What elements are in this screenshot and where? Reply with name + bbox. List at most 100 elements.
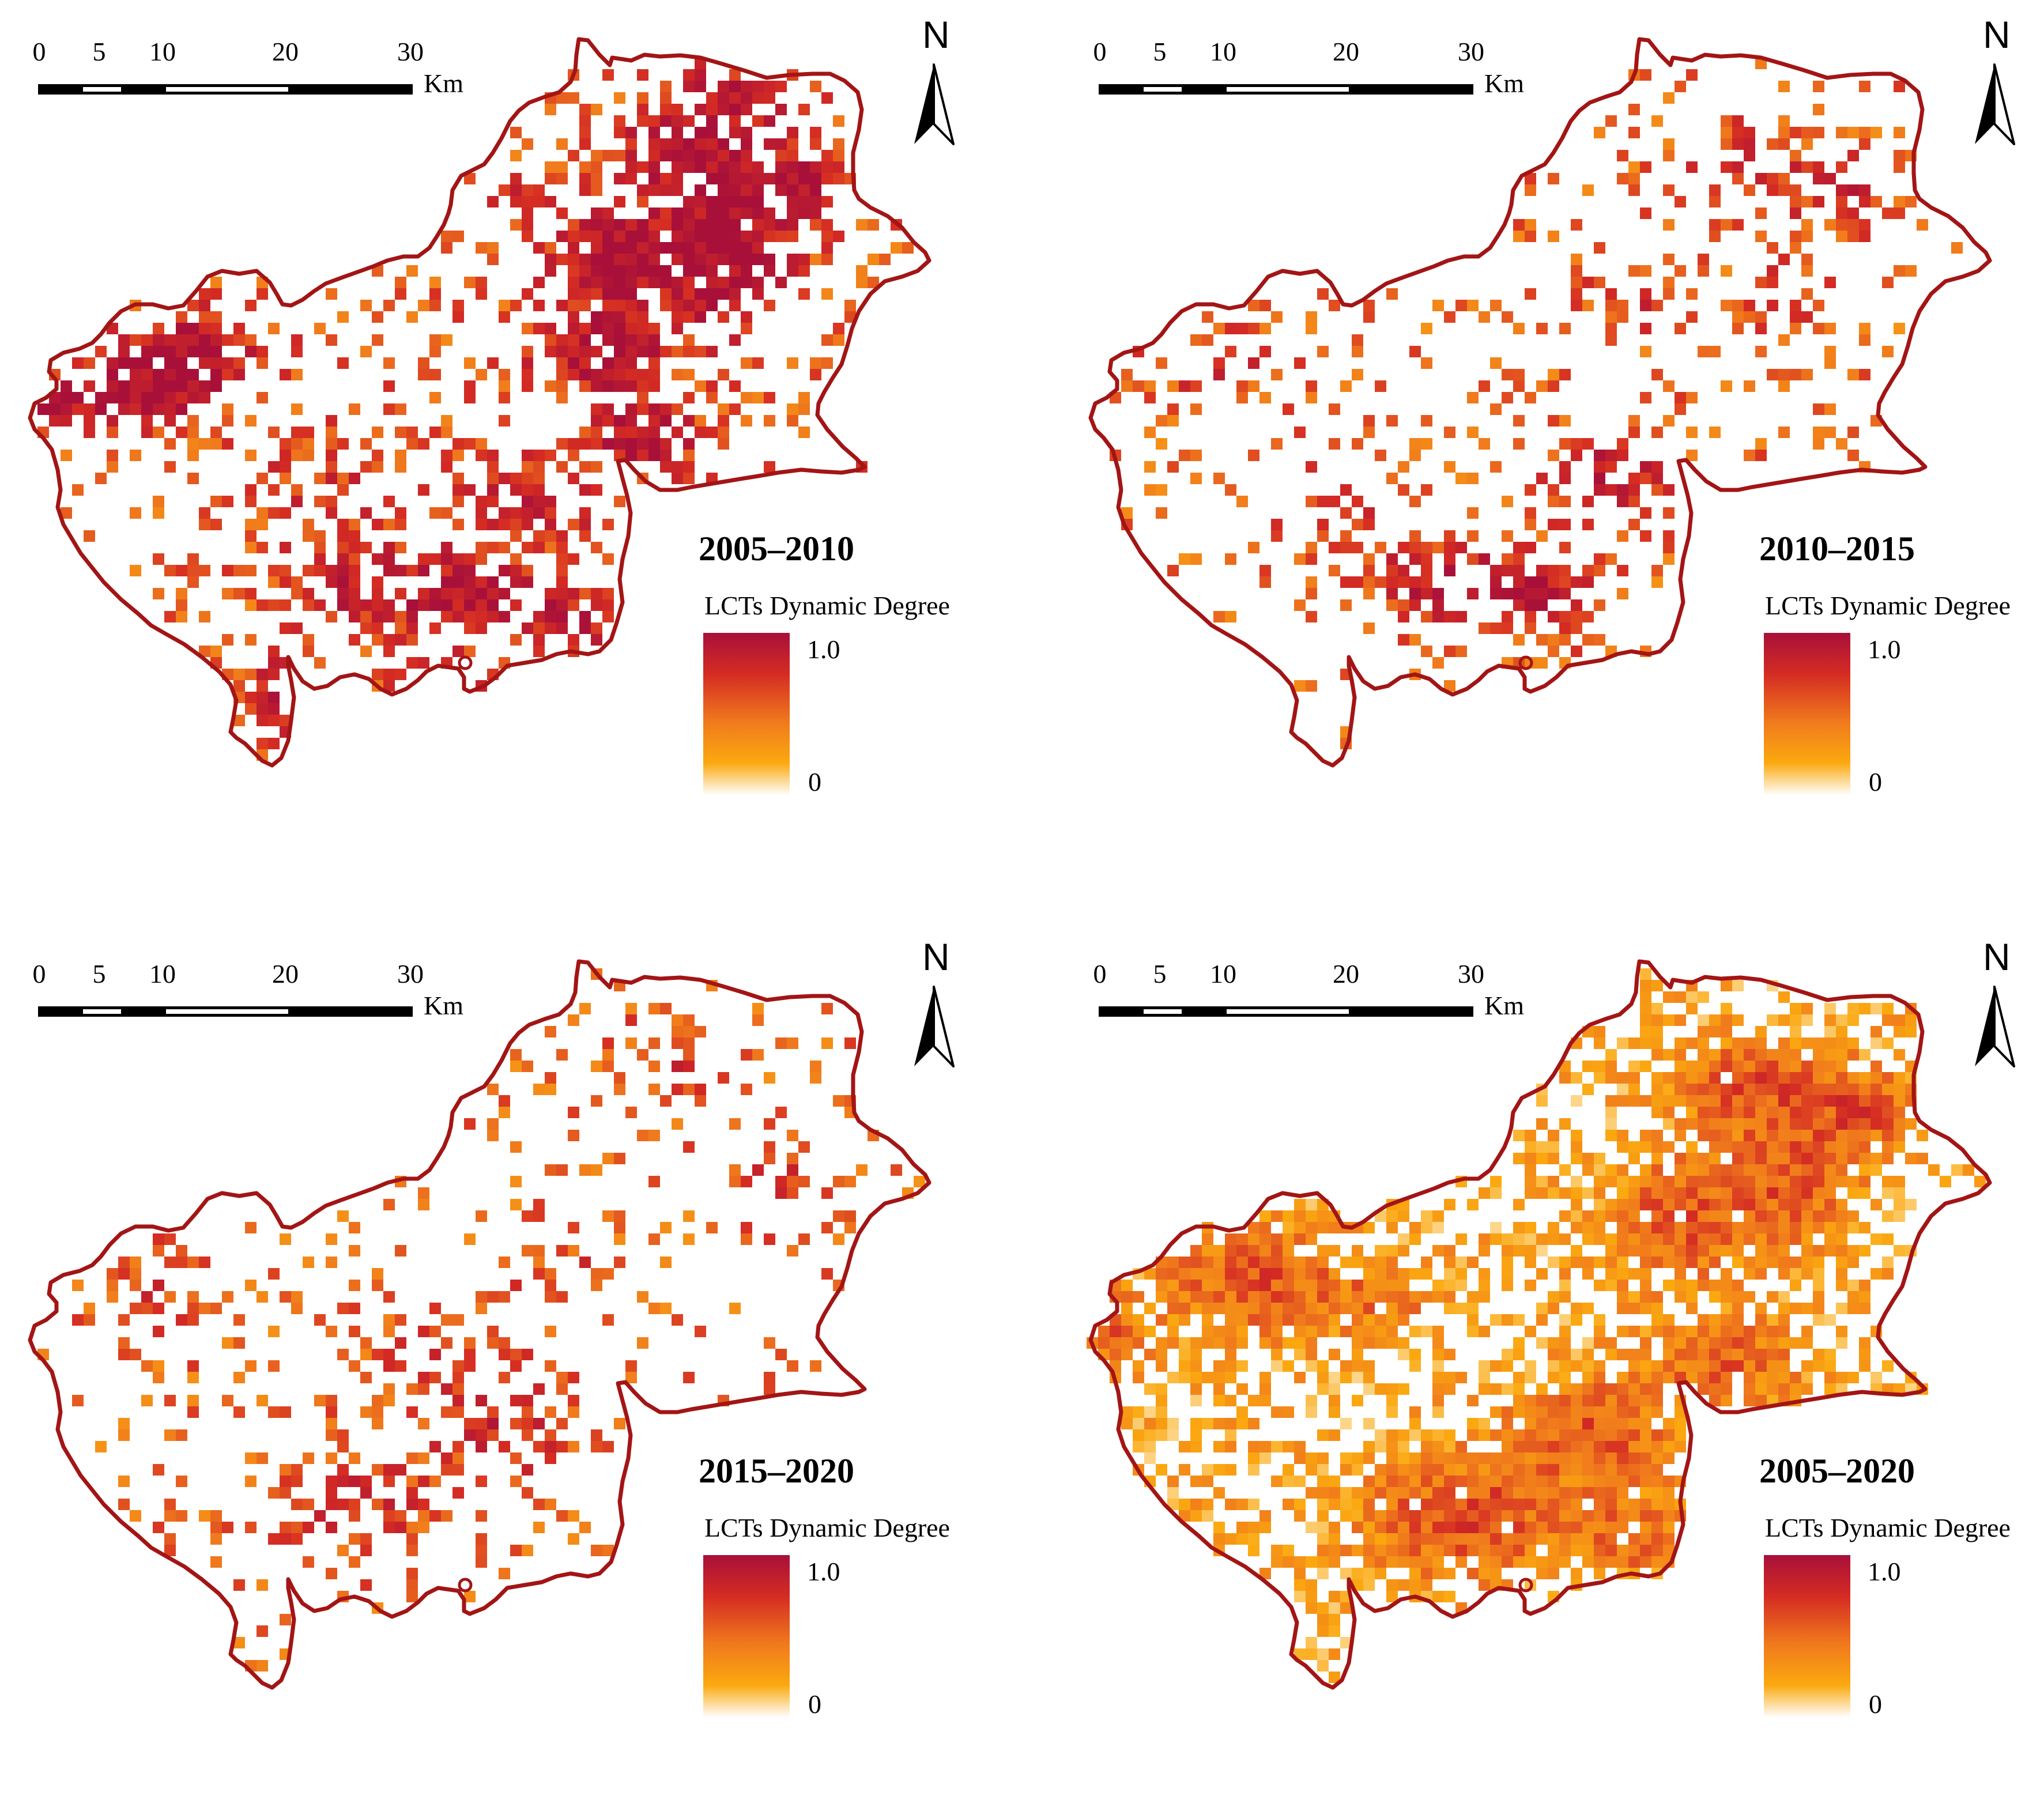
change-cell <box>1525 392 1536 403</box>
change-cell <box>660 346 672 357</box>
change-cell <box>1190 1257 1202 1268</box>
change-cell <box>1283 1303 1294 1314</box>
scale-tick-label: 10 <box>149 959 176 988</box>
change-cell <box>314 1395 326 1406</box>
change-cell <box>1559 1556 1571 1568</box>
change-cell <box>1778 1314 1790 1326</box>
change-cell <box>706 265 718 277</box>
boundary-islet <box>458 1578 473 1593</box>
change-cell <box>1571 1476 1582 1487</box>
change-cell <box>764 1141 775 1153</box>
change-cell <box>268 323 280 334</box>
change-cell <box>798 254 810 265</box>
change-cell <box>268 715 280 726</box>
change-cell <box>683 138 695 150</box>
change-cell <box>1605 1533 1617 1545</box>
change-cell <box>683 1141 695 1153</box>
change-cell <box>579 300 591 311</box>
change-cell <box>280 1406 291 1418</box>
change-cell <box>349 1245 360 1257</box>
change-cell <box>164 1429 176 1441</box>
change-cell <box>1582 576 1594 588</box>
change-cell <box>1628 1499 1640 1510</box>
change-cell <box>729 265 741 277</box>
change-cell <box>1548 1418 1559 1429</box>
change-cell <box>1317 1476 1329 1487</box>
change-cell <box>268 1406 280 1418</box>
change-cell <box>1617 173 1628 184</box>
change-cell <box>775 231 787 242</box>
change-cell <box>268 1360 280 1372</box>
change-cell <box>1386 1383 1398 1395</box>
change-cell <box>591 173 602 184</box>
change-cell <box>1859 1245 1870 1257</box>
change-cell <box>1732 1061 1744 1072</box>
change-cell <box>1571 450 1582 461</box>
change-cell <box>1847 1141 1859 1153</box>
change-cell <box>1824 1176 1836 1187</box>
change-cell <box>672 138 683 150</box>
change-cell <box>1594 1037 1605 1049</box>
change-cell <box>602 1210 614 1222</box>
change-cell <box>1698 1337 1709 1349</box>
change-cell <box>1306 1487 1317 1499</box>
change-cell <box>1398 1233 1409 1245</box>
change-cell <box>1190 1245 1202 1257</box>
scale-tick-label: 0 <box>1093 959 1107 988</box>
change-cell <box>1421 1579 1432 1591</box>
change-cell <box>1813 161 1824 173</box>
change-cell <box>1571 1406 1582 1418</box>
change-cell <box>1571 1199 1582 1210</box>
change-cell <box>176 346 187 357</box>
change-cell <box>1559 634 1571 646</box>
change-cell <box>383 519 395 530</box>
change-grid-cells <box>1087 968 1986 1683</box>
change-cell <box>1213 1464 1225 1476</box>
change-cell <box>141 1303 153 1314</box>
change-cell <box>1340 1510 1352 1522</box>
change-cell <box>1847 207 1859 219</box>
change-cell <box>1640 1383 1651 1395</box>
change-cell <box>1548 1568 1559 1579</box>
legend-min-label: 0 <box>1869 1689 1882 1719</box>
change-cell <box>1144 1406 1156 1418</box>
change-cell <box>1836 1303 1847 1314</box>
change-cell <box>1836 1199 1847 1210</box>
change-cell <box>1317 1614 1329 1625</box>
change-cell <box>602 357 614 369</box>
change-cell <box>1790 1233 1801 1245</box>
change-cell <box>1513 415 1525 427</box>
change-cell <box>1651 1003 1663 1014</box>
change-cell <box>1732 300 1744 311</box>
change-cell <box>1317 1245 1329 1257</box>
change-cell <box>1628 1383 1640 1395</box>
change-cell <box>303 1522 314 1533</box>
change-cell <box>1571 1153 1582 1164</box>
change-cell <box>787 231 798 242</box>
change-cell <box>568 473 579 484</box>
change-cell <box>729 1118 741 1130</box>
change-cell <box>1559 1326 1571 1337</box>
change-cell <box>337 357 349 369</box>
scale-tick-label: 5 <box>1153 37 1167 66</box>
change-cell <box>499 1349 510 1360</box>
change-cell <box>1421 1268 1432 1280</box>
change-cell <box>1824 1037 1836 1049</box>
change-cell <box>1202 1233 1213 1245</box>
change-cell <box>660 207 672 219</box>
change-cell <box>441 427 452 438</box>
change-cell <box>1767 277 1778 288</box>
change-cell <box>1651 1556 1663 1568</box>
change-cell <box>1721 138 1732 150</box>
change-cell <box>1894 1095 1905 1107</box>
change-cell <box>499 311 510 323</box>
change-cell <box>1259 1372 1271 1383</box>
change-cell <box>1432 1522 1444 1533</box>
change-cell <box>1882 1118 1894 1130</box>
change-cell <box>1432 1383 1444 1395</box>
change-cell <box>810 357 821 369</box>
change-cell <box>72 403 84 415</box>
change-cell <box>487 254 499 265</box>
change-cell <box>522 473 533 484</box>
change-cell <box>406 622 418 634</box>
